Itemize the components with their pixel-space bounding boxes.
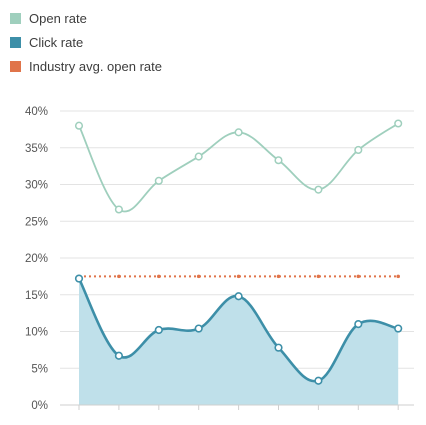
y-tick-label: 25% <box>25 216 48 228</box>
open-rate-point <box>394 119 403 128</box>
click-rate-point <box>234 292 243 301</box>
y-tick-label: 0% <box>31 400 48 412</box>
legend-item-industry-avg[interactable]: Industry avg. open rate <box>10 54 162 78</box>
legend-label-open-rate: Open rate <box>29 10 87 26</box>
legend-swatch-industry-avg <box>10 60 21 72</box>
industry-avg-point <box>396 274 401 279</box>
y-tick-label: 10% <box>25 327 48 339</box>
y-tick-label: 30% <box>25 180 48 192</box>
open-rate-point <box>314 185 323 194</box>
click-rate-point <box>114 351 123 360</box>
legend-item-open-rate[interactable]: Open rate <box>10 6 162 30</box>
legend-swatch-open-rate <box>10 12 21 24</box>
open-rate-point <box>194 152 203 161</box>
industry-avg-point <box>276 274 281 279</box>
click-rate-point <box>354 320 363 329</box>
industry-avg-point <box>316 274 321 279</box>
click-rate-point <box>194 324 203 333</box>
industry-avg-point <box>157 274 161 279</box>
legend-label-click-rate: Click rate <box>29 34 84 50</box>
legend-swatch-click-rate <box>10 36 21 48</box>
y-tick-label: 20% <box>25 253 48 265</box>
click-rate-point <box>314 376 323 385</box>
click-rate-point <box>74 274 84 283</box>
y-tick-label: 15% <box>25 290 48 302</box>
industry-avg-point <box>356 274 361 279</box>
open-rate-point <box>274 156 283 165</box>
open-rate-line <box>78 122 399 213</box>
y-tick-label: 5% <box>31 363 48 375</box>
open-rate-point <box>234 128 243 137</box>
legend-item-click-rate[interactable]: Click rate <box>10 30 162 54</box>
click-rate-area <box>79 278 399 405</box>
open-rate-point <box>354 145 363 155</box>
y-tick-label: 35% <box>25 143 48 155</box>
open-rate-point <box>154 176 163 185</box>
industry-avg-point <box>196 274 201 279</box>
click-rate-point <box>394 324 403 333</box>
open-rate-point <box>114 205 123 214</box>
industry-avg-point <box>236 274 241 279</box>
legend-label-industry-avg: Industry avg. open rate <box>29 58 162 74</box>
industry-avg-point <box>117 274 121 279</box>
chart-legend: Open rate Click rate Industry avg. open … <box>10 6 162 78</box>
y-tick-label: 40% <box>25 106 48 118</box>
click-rate-point <box>274 343 283 352</box>
click-rate-point <box>154 325 163 335</box>
open-rate-point <box>74 121 84 130</box>
